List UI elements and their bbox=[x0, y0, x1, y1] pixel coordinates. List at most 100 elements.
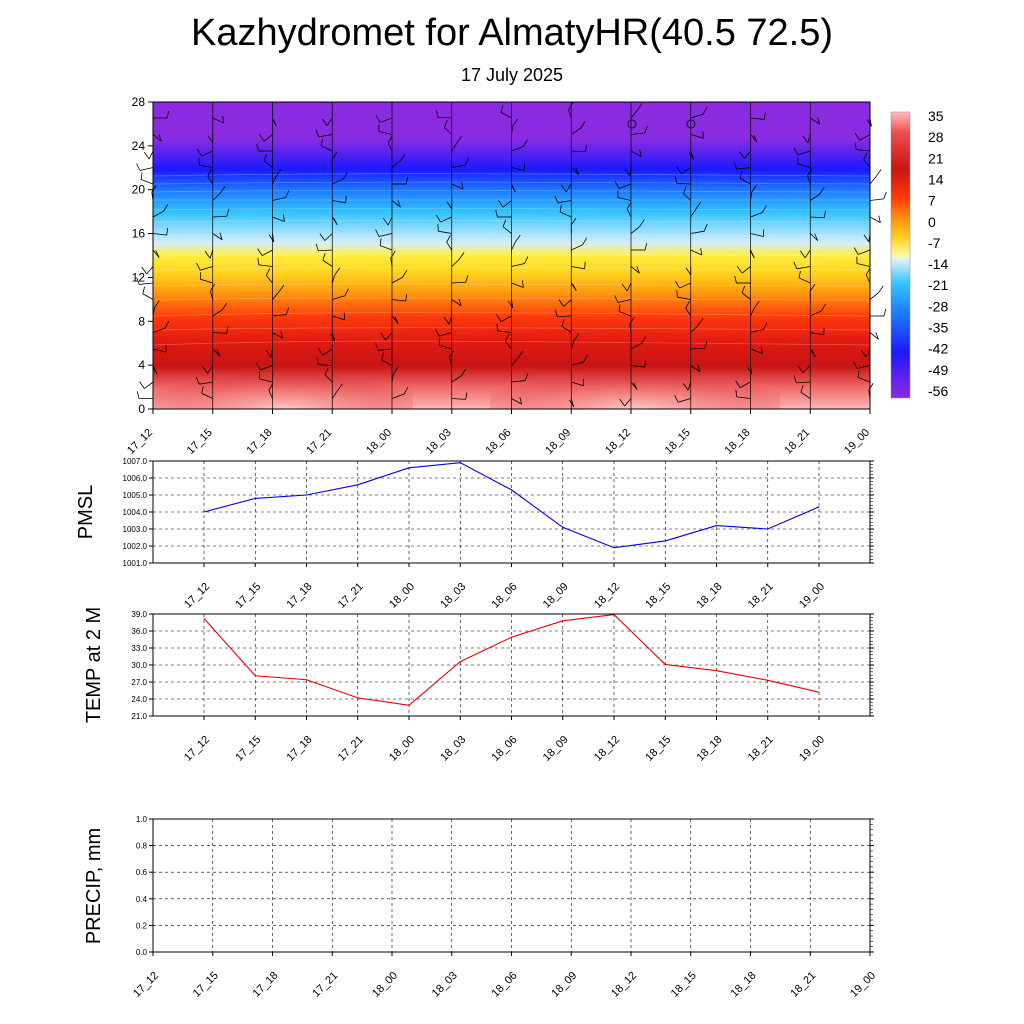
wind-barb-staff bbox=[378, 131, 393, 135]
wind-barb-flag bbox=[402, 270, 408, 278]
wind-barb-staff bbox=[617, 299, 632, 303]
wind-barb-staff bbox=[391, 299, 406, 302]
wind-barb-flag bbox=[405, 176, 409, 185]
wind-barb-staff bbox=[856, 263, 871, 267]
wind-barb bbox=[451, 181, 464, 190]
wind-barb-staff bbox=[201, 392, 213, 399]
wind-barb-flag bbox=[443, 317, 450, 325]
wind-barb-flag bbox=[221, 302, 228, 311]
wind-barb-flag bbox=[226, 209, 230, 217]
wind-barb bbox=[869, 332, 879, 340]
wind-barb-flag bbox=[644, 242, 648, 251]
wind-barb-staff bbox=[744, 150, 751, 159]
wind-barb-flag bbox=[140, 172, 143, 180]
wind-barb-staff bbox=[739, 178, 751, 185]
wind-barb bbox=[630, 360, 647, 368]
wind-barb bbox=[438, 338, 452, 350]
colorbar: 35 28 21 14 7 0 -7 -14 -21 -28 -35 -42 -49 -56 bbox=[890, 108, 948, 399]
wind-barb bbox=[750, 184, 757, 201]
calm-wind-marker bbox=[686, 119, 696, 129]
wind-barb bbox=[497, 199, 512, 208]
wind-barb-flag bbox=[554, 309, 558, 317]
wind-barb-flag bbox=[626, 201, 632, 210]
wind-barb-flag bbox=[570, 217, 577, 226]
pmsl-axes: 1001.0 1002.0 1003.0 1004.0 1005.0 1006.0 1007… bbox=[123, 457, 874, 611]
wind-barb-staff bbox=[258, 264, 273, 267]
wind-barb-flag bbox=[633, 382, 638, 390]
wind-barb-flag bbox=[624, 168, 631, 177]
wind-barb-flag bbox=[136, 391, 140, 399]
wind-barb-flag bbox=[465, 275, 469, 283]
wind-barb-flag bbox=[139, 381, 145, 389]
wind-barb bbox=[272, 284, 285, 300]
wind-barb-staff bbox=[331, 390, 338, 399]
x-tick-label: 18_03 bbox=[438, 581, 468, 611]
wind-barb bbox=[256, 143, 273, 152]
wind-barb bbox=[570, 167, 580, 175]
wind-barb-staff bbox=[332, 295, 345, 300]
wind-barb-staff bbox=[209, 291, 214, 300]
wind-barb bbox=[571, 354, 588, 366]
data-point bbox=[408, 467, 410, 469]
wind-barb bbox=[268, 383, 274, 399]
wind-barb-staff bbox=[810, 310, 822, 317]
wind-barb-staff bbox=[139, 282, 154, 285]
wind-barb-flag bbox=[257, 257, 260, 265]
wind-barb-flag bbox=[465, 392, 468, 400]
data-point bbox=[511, 489, 512, 491]
x-tick-label: 17_18 bbox=[285, 734, 315, 764]
wind-barb-flag bbox=[682, 186, 687, 194]
wind-barb-flag bbox=[436, 110, 439, 118]
wind-barb-flag bbox=[435, 328, 440, 337]
wind-barb-flag bbox=[644, 125, 648, 134]
wind-barb-flag bbox=[321, 118, 328, 127]
wind-barb bbox=[734, 275, 751, 284]
wind-barb-staff bbox=[630, 110, 638, 119]
wind-barb bbox=[630, 266, 640, 274]
wind-barb-staff bbox=[736, 396, 751, 399]
wind-barb bbox=[807, 168, 813, 185]
wind-barb bbox=[321, 117, 333, 127]
wind-barb bbox=[272, 214, 285, 222]
wind-barb-flag bbox=[674, 280, 680, 289]
wind-barb-staff bbox=[810, 332, 824, 336]
wind-barb bbox=[750, 134, 758, 143]
wind-barb bbox=[571, 121, 586, 135]
wind-barb-staff bbox=[690, 230, 705, 234]
heatmap-x-tick-label: 18_06 bbox=[484, 427, 514, 457]
wind-barb-flag bbox=[337, 383, 343, 391]
wind-barb-staff bbox=[869, 176, 877, 185]
wind-barb bbox=[571, 261, 586, 270]
y-tick-label: 1003.0 bbox=[123, 525, 148, 534]
wind-barb-flag bbox=[819, 187, 825, 195]
wind-barb-flag bbox=[558, 299, 565, 307]
wind-barb bbox=[854, 142, 871, 152]
wind-barb-flag bbox=[375, 343, 379, 351]
wind-barb-flag bbox=[614, 181, 620, 189]
wind-barb bbox=[387, 135, 393, 152]
wind-barb-flag bbox=[793, 375, 797, 383]
wind-barb-staff bbox=[451, 375, 462, 383]
wind-barb bbox=[631, 242, 648, 251]
heatmap-x-axis: 17_12 17_15 17_18 17_21 18_00 18_03 18_06 18_09… bbox=[125, 409, 872, 457]
wind-barb bbox=[332, 312, 346, 321]
wind-barb-staff bbox=[690, 113, 704, 119]
wind-barb bbox=[272, 307, 290, 317]
wind-barb-flag bbox=[700, 247, 703, 256]
wind-barb bbox=[750, 300, 760, 317]
wind-barb-staff bbox=[678, 398, 691, 403]
heatmap-x-tick-label: 17_15 bbox=[185, 427, 215, 457]
wind-barb-flag bbox=[703, 224, 708, 232]
wind-barb bbox=[196, 148, 213, 157]
colorbar-label: -14 bbox=[928, 256, 948, 272]
pmsl-panel: 1001.0 1002.0 1003.0 1004.0 1005.0 1006.0 1007… bbox=[75, 457, 874, 611]
wind-barb-staff bbox=[152, 211, 164, 218]
wind-barb-flag bbox=[380, 332, 386, 341]
wind-barb bbox=[315, 243, 333, 252]
wind-barb-flag bbox=[136, 163, 141, 171]
heatmap-x-tick-label: 17_18 bbox=[245, 427, 275, 457]
wind-barb bbox=[136, 391, 154, 399]
wind-barb-staff bbox=[451, 142, 458, 152]
wind-barb-staff bbox=[331, 274, 336, 284]
wind-barb bbox=[682, 381, 692, 391]
